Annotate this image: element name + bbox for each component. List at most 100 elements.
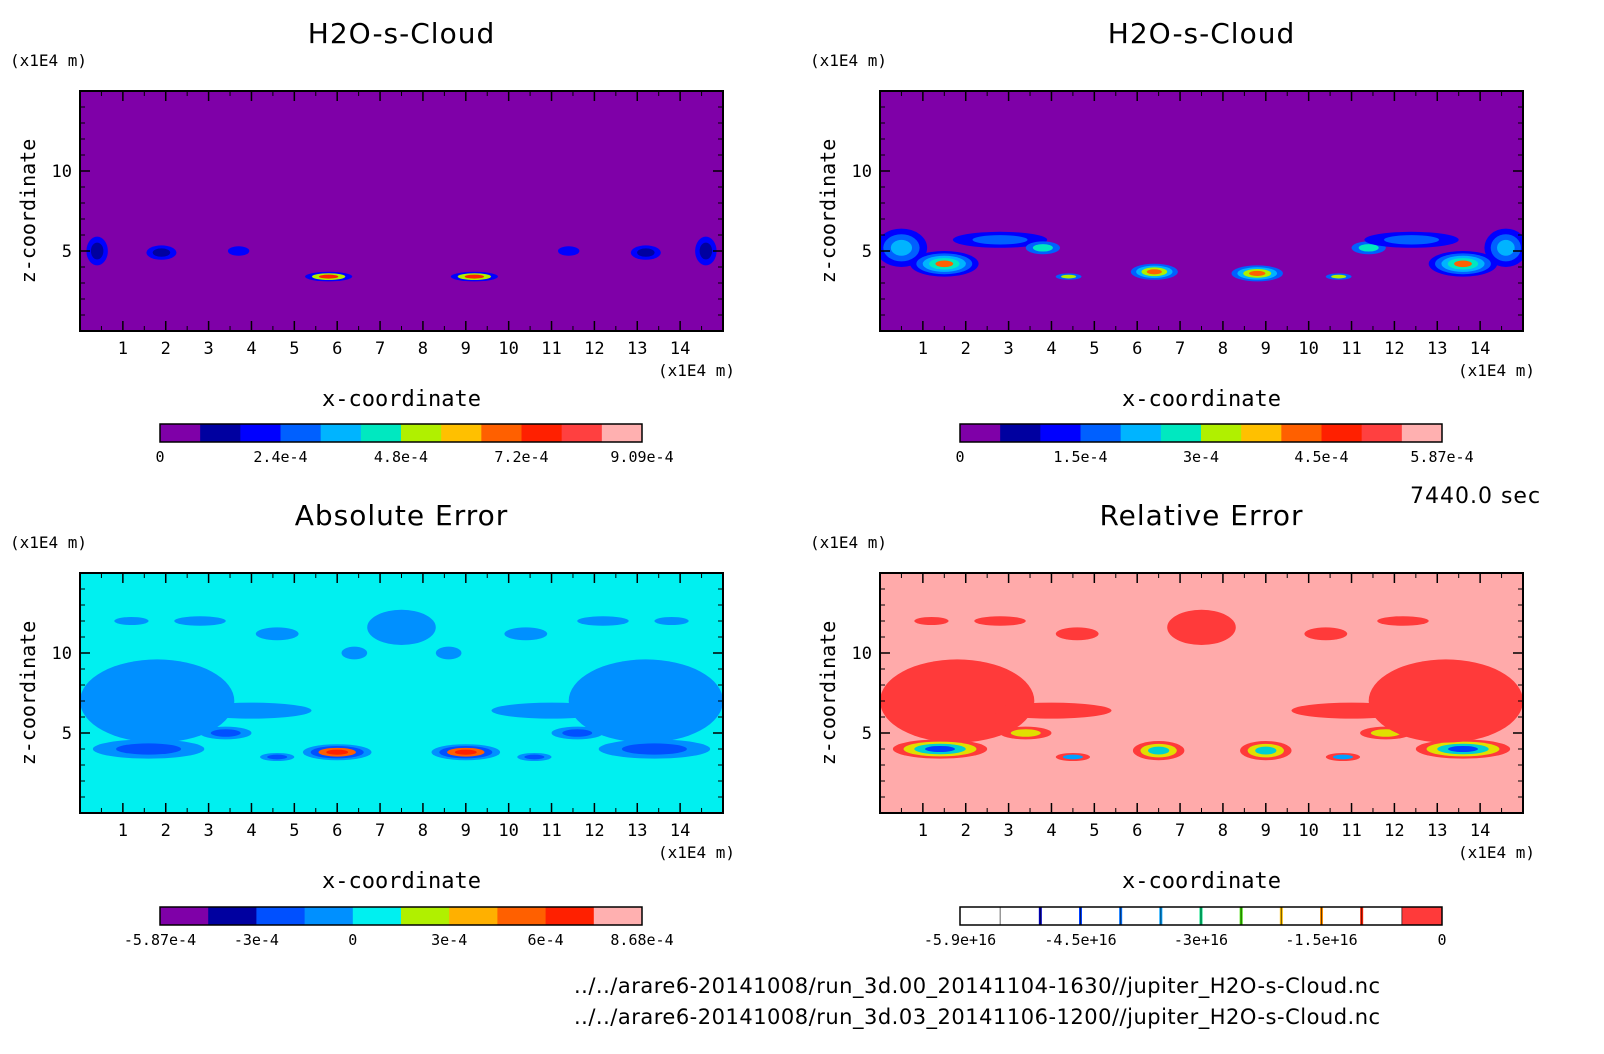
colorbar-tick-label: -1.5e+16 (1285, 931, 1357, 949)
x-tick-label: 6 (332, 339, 342, 359)
colorbar-tick-label: 5.87e-4 (1410, 448, 1473, 466)
x-tick-label: 12 (584, 821, 604, 841)
colorbar-segment (1361, 424, 1403, 442)
contour-region (524, 754, 545, 760)
x-tick-label: 4 (246, 821, 256, 841)
x-unit-label: (x1E4 m) (658, 843, 735, 862)
x-tick-label: 2 (961, 821, 971, 841)
x-tick-label: 2 (961, 339, 971, 359)
x-tick-label: 8 (418, 339, 428, 359)
contour-region (1061, 274, 1077, 279)
contour-region (116, 743, 182, 755)
x-tick-label: 12 (1384, 339, 1404, 359)
contour-region (1384, 235, 1440, 245)
x-tick-label: 14 (1470, 339, 1490, 359)
y-unit-label: (x1E4 m) (810, 533, 887, 552)
x-tick-label: 14 (1470, 821, 1490, 841)
contour-region (880, 659, 1035, 743)
contour-region (1447, 745, 1478, 753)
x-tick-label: 10 (1298, 339, 1318, 359)
colorbar-segment (352, 907, 402, 925)
contour-region (699, 242, 713, 260)
contour-region (1167, 609, 1236, 646)
colorbar-segment (1281, 907, 1322, 925)
colorbar-segment (1040, 907, 1081, 925)
contour-region (1255, 746, 1277, 755)
x-unit-label: (x1E4 m) (658, 361, 735, 380)
x-tick-label: 6 (332, 821, 342, 841)
x-tick-label: 8 (1218, 821, 1228, 841)
x-axis-label: x-coordinate (322, 869, 481, 894)
colorbar-segment (449, 907, 498, 925)
plot-background (880, 91, 1523, 331)
x-tick-label: 1 (118, 821, 128, 841)
colorbar-tick-label: 0 (1437, 931, 1446, 949)
colorbar-segment (960, 424, 1001, 442)
colorbar-segment (208, 907, 257, 925)
y-tick-label: 10 (52, 644, 72, 664)
colorbar-segment (601, 424, 643, 442)
x-tick-label: 4 (1046, 821, 1056, 841)
x-tick-label: 5 (1089, 821, 1099, 841)
contour-group (880, 228, 1523, 282)
x-tick-label: 11 (541, 339, 561, 359)
contour-region (174, 616, 226, 626)
colorbar-segment (1080, 907, 1122, 925)
x-tick-label: 6 (1132, 339, 1142, 359)
colorbar-segment (1281, 424, 1322, 442)
contour-region (1249, 270, 1266, 276)
x-tick-label: 9 (1261, 339, 1271, 359)
y-tick-label: 5 (862, 242, 872, 262)
contour-region (435, 646, 462, 660)
contour-region (890, 239, 913, 256)
contour-region (577, 616, 629, 626)
x-tick-label: 1 (918, 821, 928, 841)
colorbar-segment (401, 907, 450, 925)
colorbar-segment (1321, 907, 1363, 925)
colorbar-segment (561, 424, 603, 442)
colorbar-segment (320, 424, 362, 442)
colorbar-frame (159, 906, 643, 926)
contour-region (1304, 627, 1348, 641)
colorbar-segment (521, 424, 563, 442)
x-tick-label: 11 (1341, 821, 1361, 841)
contour-region (972, 235, 1028, 245)
contour-region (227, 246, 250, 256)
contour-region (210, 729, 241, 737)
colorbar-segment (1201, 424, 1242, 442)
x-tick-label: 13 (627, 821, 647, 841)
contour-region (191, 702, 312, 719)
time-label: 7440.0 sec (1410, 484, 1542, 509)
x-tick-label: 3 (1003, 339, 1013, 359)
x-tick-label: 9 (1261, 821, 1271, 841)
x-tick-label: 5 (1089, 339, 1099, 359)
contour-region (925, 745, 956, 753)
colorbar-segment (1160, 907, 1202, 925)
colorbar-tick-label: 0 (955, 448, 964, 466)
y-tick-label: 5 (62, 724, 72, 744)
contour-region (255, 627, 299, 641)
colorbar-tick-label: 6e-4 (528, 931, 564, 949)
x-tick-label: 13 (1427, 821, 1447, 841)
contour-region (1377, 616, 1429, 626)
x-tick-label: 6 (1132, 821, 1142, 841)
x-tick-label: 4 (246, 339, 256, 359)
colorbar-segment (481, 424, 522, 442)
contour-region (80, 659, 235, 743)
x-axis-label: x-coordinate (1122, 869, 1281, 894)
x-tick-label: 8 (1218, 339, 1228, 359)
x-tick-label: 11 (1341, 339, 1361, 359)
chart-title: H2O-s-Cloud (308, 17, 495, 50)
colorbar-tick-label: 3e-4 (431, 931, 467, 949)
contour-region (341, 646, 368, 660)
x-tick-label: 12 (1384, 821, 1404, 841)
contour-region (991, 702, 1112, 719)
contour-region (152, 248, 171, 257)
colorbar-segment (593, 907, 643, 925)
x-unit-label: (x1E4 m) (1458, 843, 1535, 862)
contour-region (267, 754, 288, 760)
contour-region (637, 248, 655, 257)
colorbar-tick-label: 3e-4 (1183, 448, 1219, 466)
colorbar-segment (1000, 907, 1041, 925)
contour-region (1497, 239, 1515, 256)
